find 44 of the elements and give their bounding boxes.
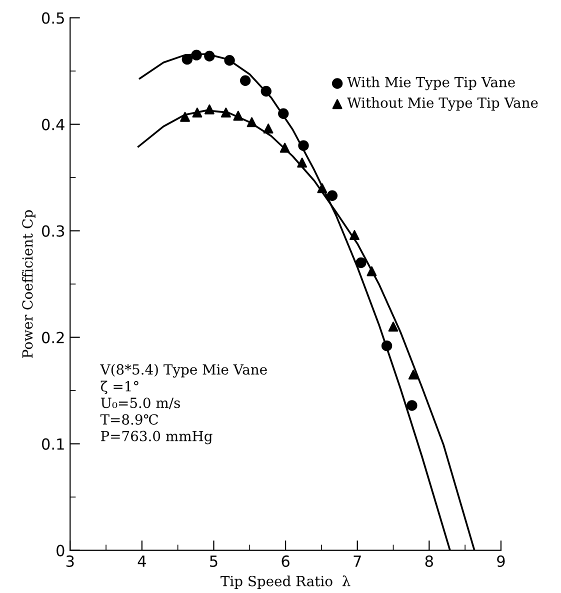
y-tick-label: 0.4 (42, 118, 64, 130)
y-tick-label: 0.5 (42, 12, 64, 24)
point (180, 112, 190, 122)
point (246, 117, 257, 128)
x-tick-label: 6 (282, 555, 290, 567)
point (381, 340, 392, 352)
point (350, 230, 360, 240)
point (297, 158, 308, 168)
point (388, 322, 398, 332)
x-tick-label: 9 (497, 555, 505, 567)
point (204, 104, 214, 114)
point (356, 257, 366, 268)
point (191, 50, 202, 60)
point (220, 108, 231, 118)
y-tick-label: 0.1 (42, 438, 64, 450)
point (366, 266, 377, 276)
x-axis-title: Tip Speed Ratio λ (220, 576, 350, 590)
point (326, 190, 338, 202)
point (263, 124, 274, 134)
y-tick-label: 0.3 (42, 225, 64, 237)
y-tick-label: 0.2 (42, 332, 64, 344)
point (233, 110, 244, 121)
legend-label: Without Mie Type Tip Vane (347, 97, 538, 111)
x-tick-label: 7 (354, 556, 361, 567)
point (298, 140, 309, 151)
x-tick-label: 8 (425, 555, 433, 567)
point (406, 400, 418, 411)
point (278, 108, 289, 119)
point (240, 75, 251, 86)
x-tick-label: 3 (66, 555, 74, 567)
point (224, 55, 235, 66)
y-axis-title: Power Coefficient Cp (22, 210, 36, 358)
legend-label: With Mie Type Tip Vane (347, 76, 515, 90)
x-tick-label: 5 (210, 556, 218, 567)
point (280, 142, 290, 153)
point (260, 86, 272, 97)
annotation: V(8*5.4) Type Mie Vane ζ =1° U₀=5.0 m/s T=8.9℃ P=763.0 mmHg (100, 364, 267, 444)
x-tick-label: 4 (138, 556, 146, 567)
point (317, 183, 328, 194)
point (204, 50, 215, 62)
point (192, 108, 202, 118)
y-tick-label: 0 (56, 544, 64, 556)
point (408, 370, 418, 380)
point (182, 54, 193, 65)
